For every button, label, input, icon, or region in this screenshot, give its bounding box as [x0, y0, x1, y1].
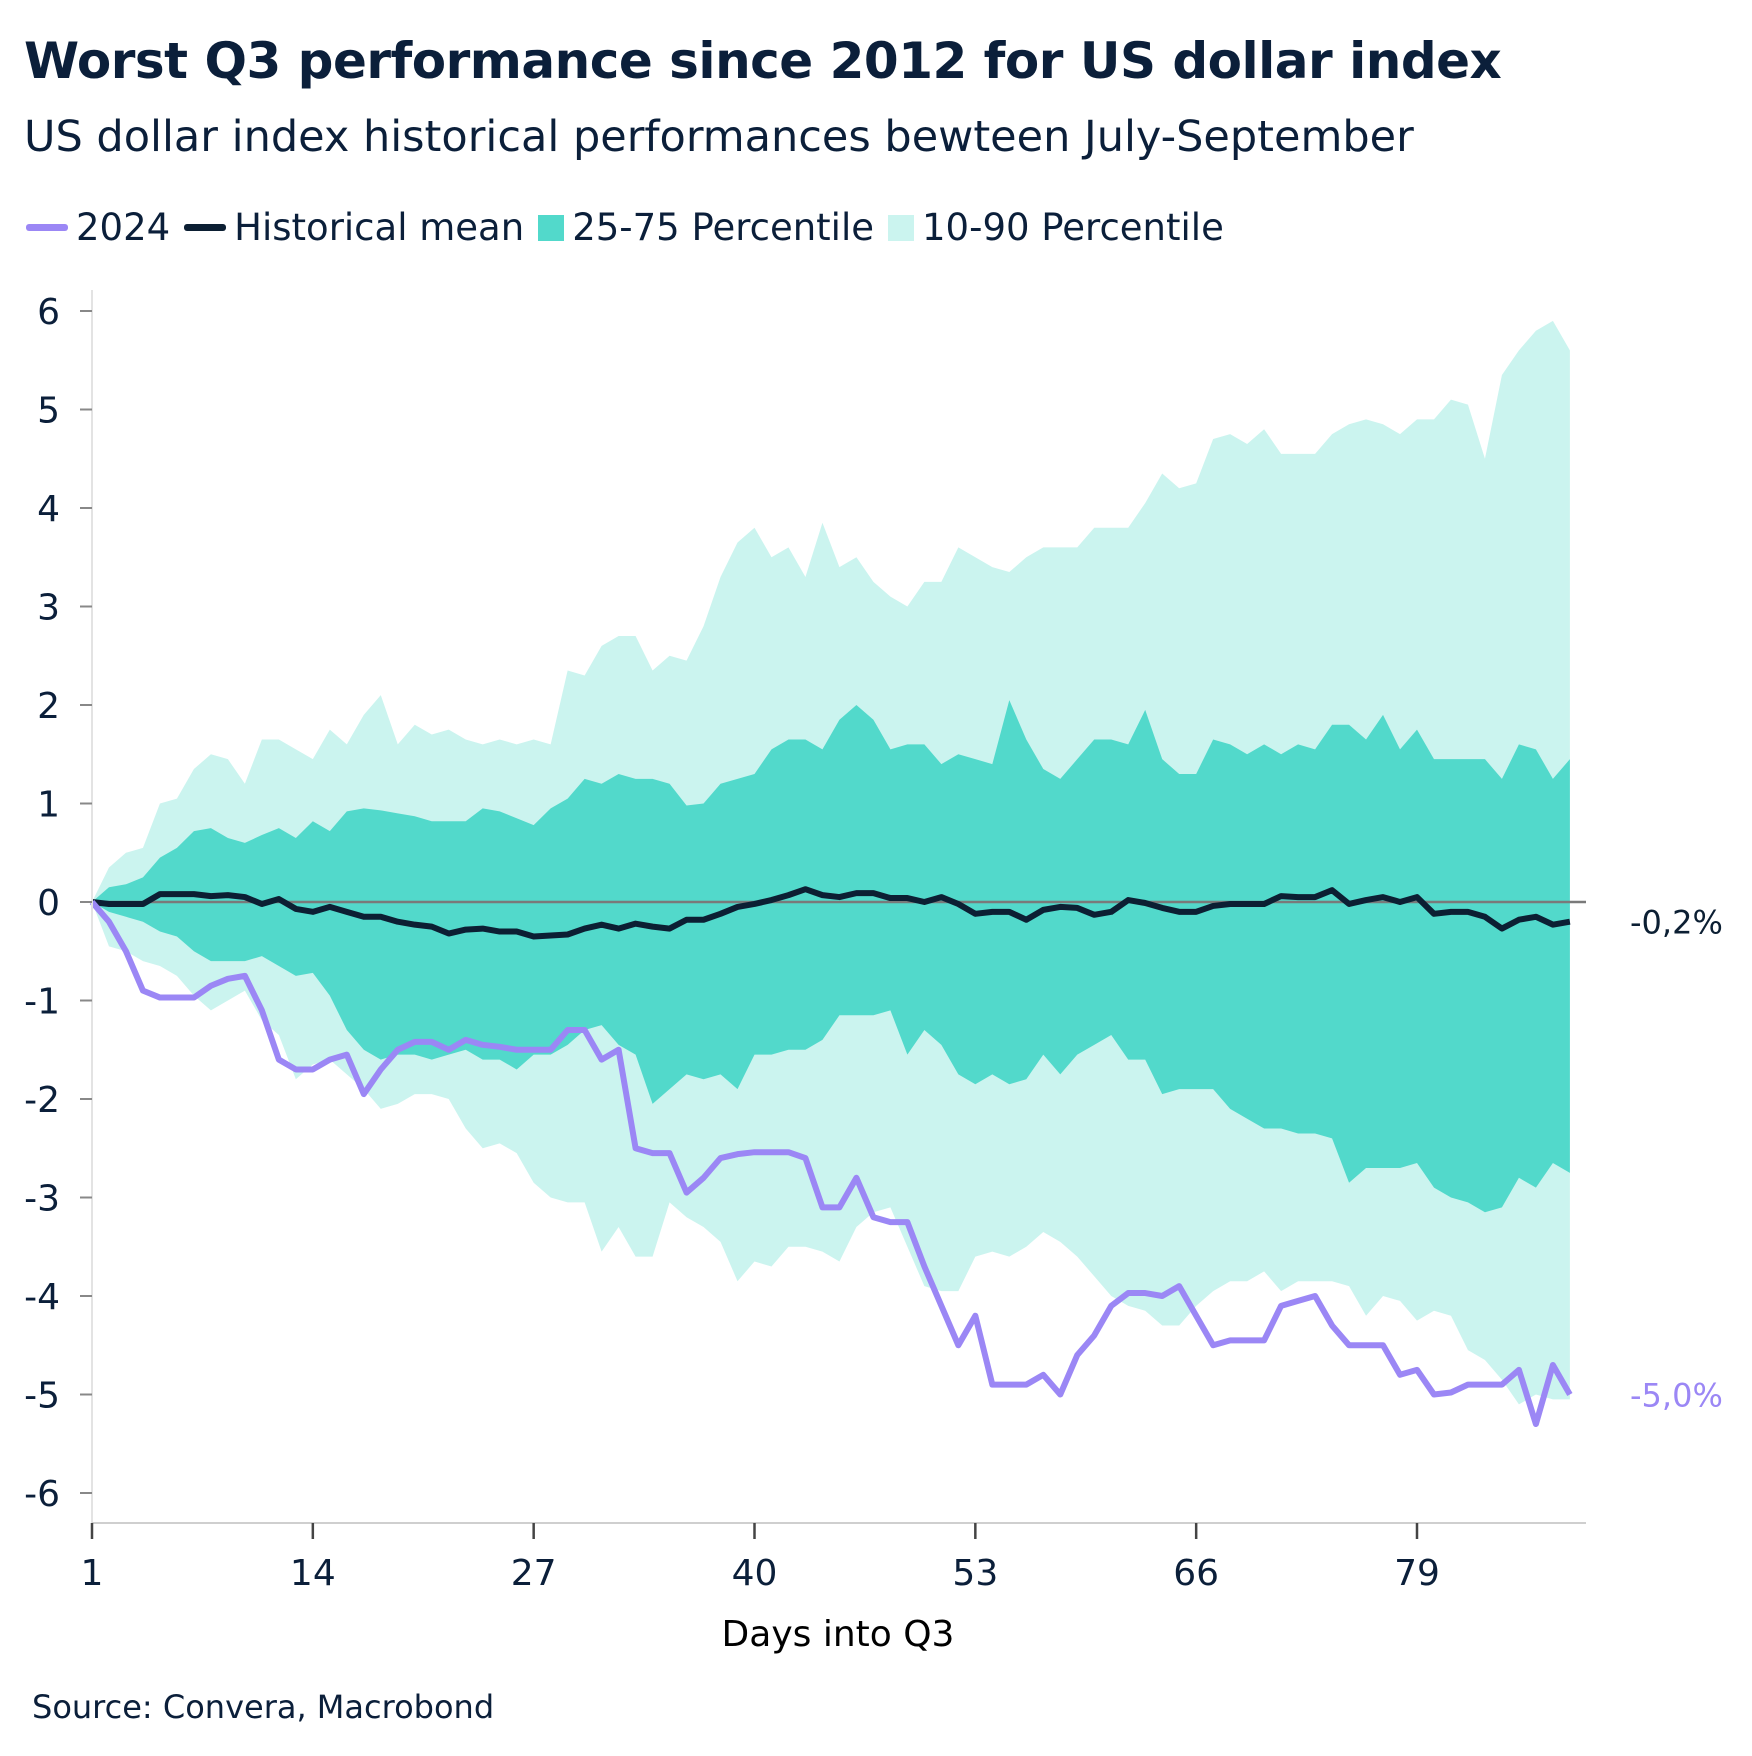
legend: 2024 Historical mean 25-75 Percentile 10…	[26, 206, 1238, 249]
band-25-75-percentile	[92, 700, 1570, 1213]
y-tick-label: 4	[37, 489, 60, 530]
y-tick-label: -3	[24, 1179, 60, 1220]
legend-swatch-2024	[26, 224, 68, 231]
x-tick-label: 66	[1173, 1553, 1219, 1594]
legend-item-10-90: 10-90 Percentile	[888, 206, 1224, 249]
legend-label: 2024	[76, 206, 171, 249]
source-note: Source: Convera, Macrobond	[32, 1688, 495, 1726]
y-tick-label: 5	[37, 391, 60, 432]
legend-swatch-25-75	[538, 214, 565, 241]
legend-item-25-75: 25-75 Percentile	[538, 206, 874, 249]
y-tick-label: -2	[24, 1080, 60, 1121]
legend-label: Historical mean	[234, 206, 525, 249]
y-tick-label: -6	[24, 1474, 60, 1515]
legend-item-mean: Historical mean	[184, 206, 524, 249]
y-tick-label: 0	[37, 883, 60, 924]
x-tick-label: 79	[1394, 1553, 1440, 1594]
legend-swatch-10-90	[888, 214, 915, 241]
legend-label: 10-90 Percentile	[922, 206, 1224, 249]
legend-item-2024: 2024	[26, 206, 170, 249]
x-tick-label: 40	[732, 1553, 778, 1594]
y-tick-label: 2	[37, 686, 60, 727]
y-tick-label: -5	[24, 1376, 60, 1417]
y-tick-label: -4	[24, 1277, 60, 1318]
end-label-historical-mean: -0,2%	[1630, 904, 1723, 942]
x-tick-label: 1	[81, 1553, 104, 1594]
series-line-2024	[89, 900, 1573, 1428]
legend-label: 25-75 Percentile	[572, 206, 875, 249]
end-label-2024: -5,0%	[1630, 1377, 1723, 1415]
x-tick-label: 14	[290, 1553, 336, 1594]
y-tick-label: -1	[24, 982, 60, 1023]
x-tick-label: 27	[511, 1553, 557, 1594]
x-tick-label: 53	[952, 1553, 998, 1594]
chart-title: Worst Q3 performance since 2012 for US d…	[24, 32, 1502, 90]
series-line-historical-mean	[91, 886, 1571, 940]
y-tick-label: 3	[37, 588, 60, 629]
legend-swatch-mean	[184, 224, 227, 231]
x-axis-title: Days into Q3	[722, 1614, 955, 1655]
y-tick-label: 6	[37, 292, 60, 333]
y-tick-label: 1	[37, 785, 60, 826]
chart-subtitle: US dollar index historical performances …	[24, 112, 1414, 162]
